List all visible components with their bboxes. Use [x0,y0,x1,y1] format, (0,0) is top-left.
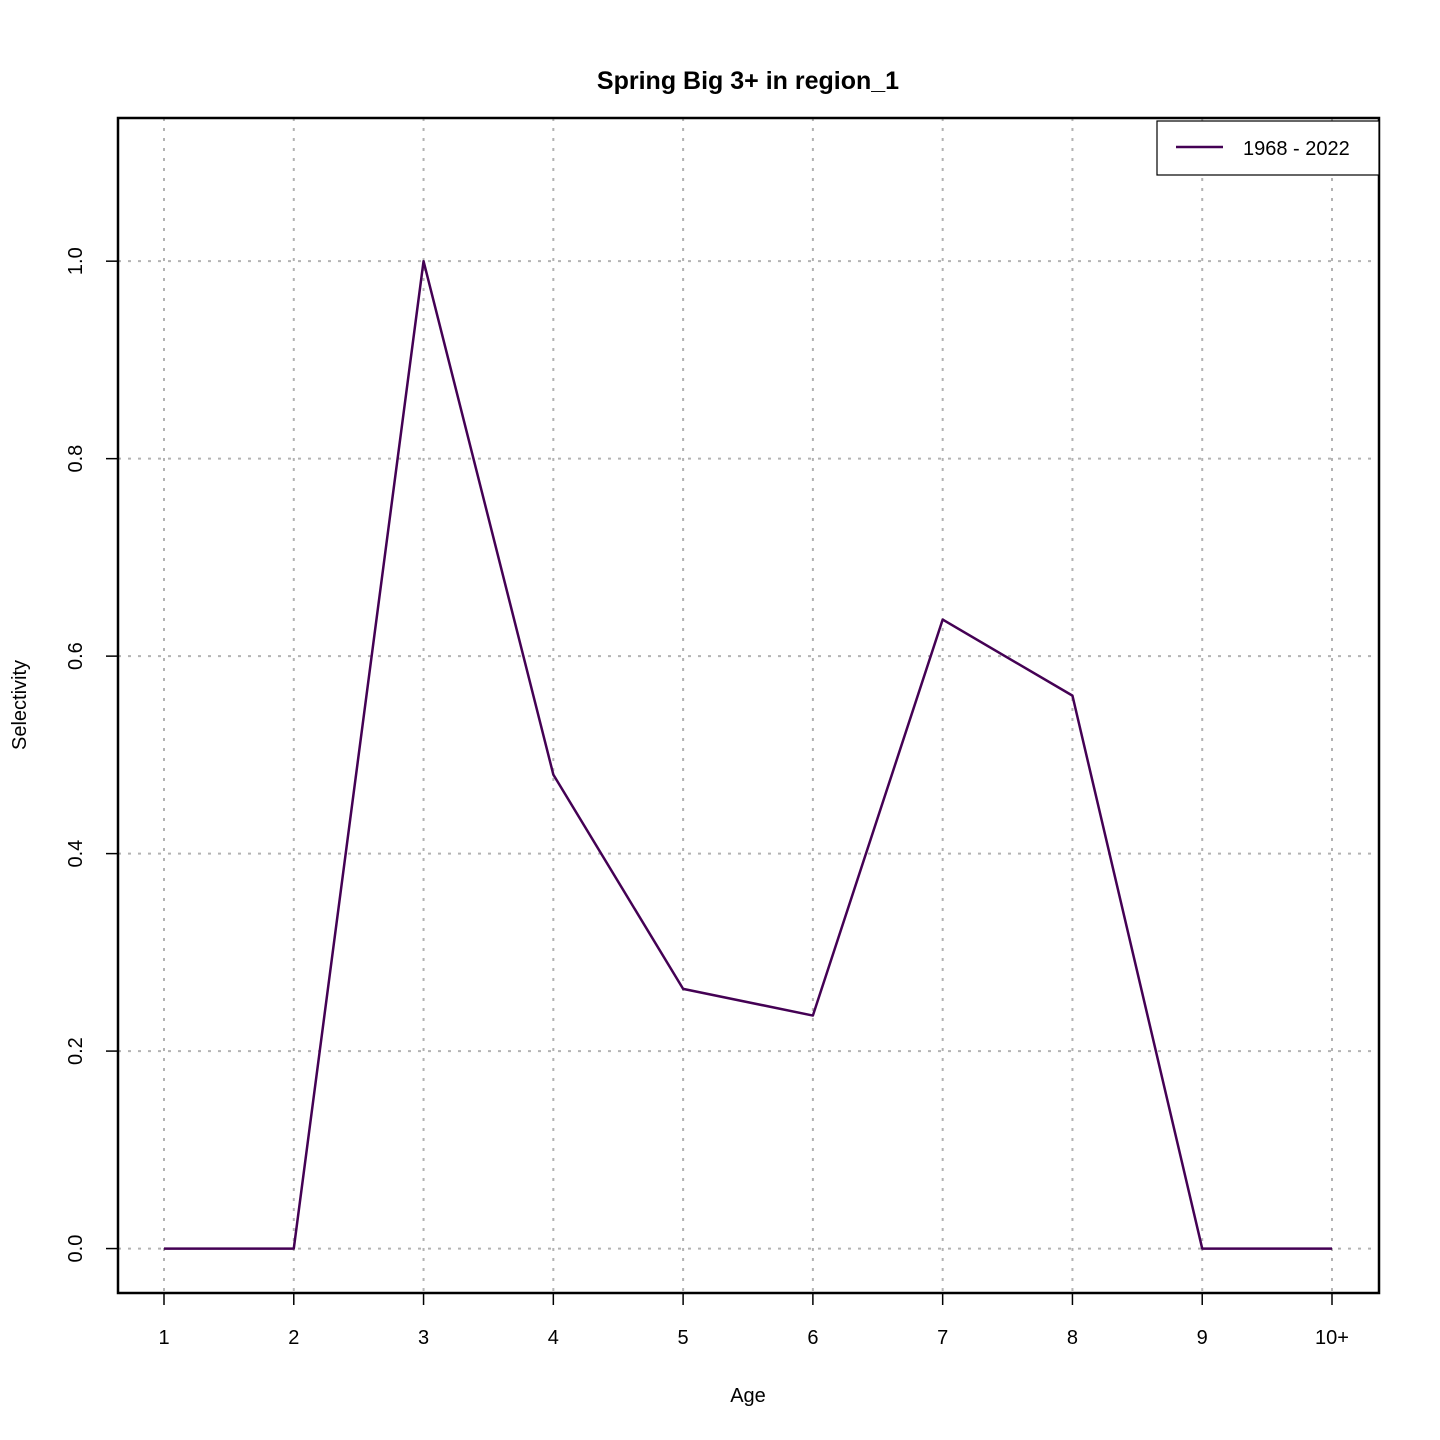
legend: 1968 - 2022 [1156,120,1380,176]
y-tick-label: 0.2 [65,1037,87,1065]
y-tick-label: 0.4 [65,840,87,868]
y-axis: 0.0 0.2 0.4 0.6 0.8 1.0 [65,247,118,1262]
x-tick-label: 5 [678,1327,689,1349]
grid-lines [118,118,1379,1293]
series-line [164,259,1332,1250]
legend-entry-label: 1968 - 2022 [1243,138,1350,160]
x-axis-label: Age [730,1385,766,1407]
x-tick-label: 10+ [1315,1327,1349,1349]
x-tick-label: 8 [1067,1327,1078,1349]
x-tick-label: 1 [158,1327,169,1349]
y-tick-label: 0.0 [65,1235,87,1263]
y-tick-label: 0.6 [65,642,87,670]
x-tick-label: 2 [288,1327,299,1349]
y-axis-label: Selectivity [9,660,31,750]
y-tick-label: 1.0 [65,247,87,275]
chart-title: Spring Big 3+ in region_1 [597,67,899,95]
x-tick-label: 9 [1197,1327,1208,1349]
plot-frame [116,116,1381,1295]
y-tick-label: 0.8 [65,445,87,473]
x-axis: 1 2 3 4 5 6 7 8 9 10+ [158,1292,1349,1349]
x-tick-label: 6 [807,1327,818,1349]
x-tick-label: 7 [937,1327,948,1349]
x-tick-label: 3 [418,1327,429,1349]
series-lines [164,259,1332,1250]
x-tick-label: 4 [548,1327,559,1349]
